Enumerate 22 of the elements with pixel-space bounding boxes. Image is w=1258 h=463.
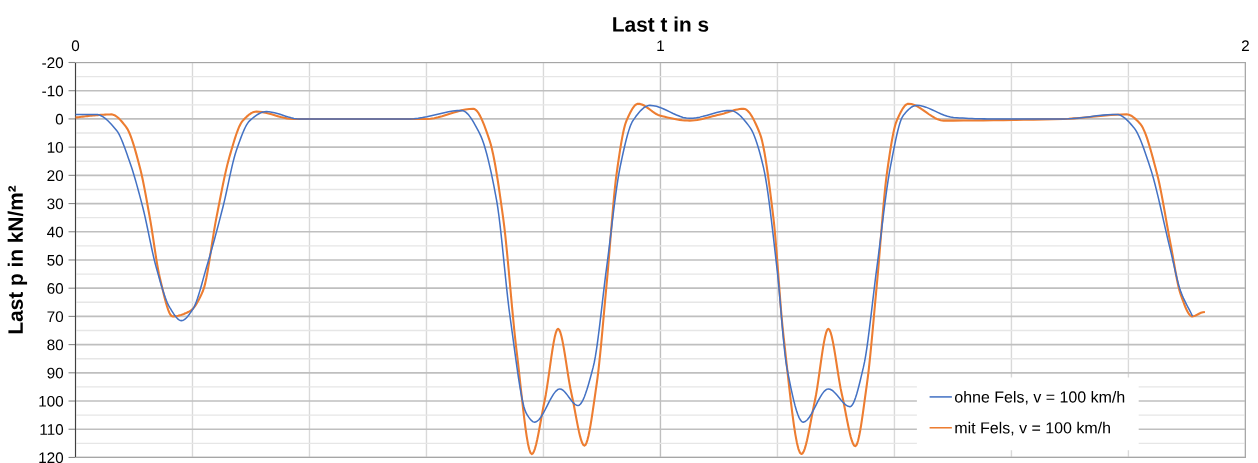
y-tick-label: 110 bbox=[40, 424, 64, 435]
x-tick-label: 2 bbox=[1241, 40, 1249, 51]
y-tick-label: 50 bbox=[47, 254, 64, 266]
y-tick-label: 80 bbox=[47, 339, 64, 351]
y-tick-label: -20 bbox=[42, 57, 64, 69]
legend-label: mit Fels, v = 100 km/h bbox=[955, 421, 1110, 436]
y-axis-title: Last p in kN/m² bbox=[7, 185, 28, 334]
x-tick-label: 1 bbox=[657, 40, 664, 51]
x-axis-title: Last t in s bbox=[613, 16, 709, 32]
y-tick-label: -10 bbox=[42, 85, 64, 97]
y-tick-label: 100 bbox=[39, 395, 64, 407]
y-tick-label: 70 bbox=[47, 311, 64, 323]
y-tick-label: 10 bbox=[47, 142, 64, 153]
legend-label: ohne Fels, v = 100 km/h bbox=[954, 390, 1125, 405]
y-tick-label: 40 bbox=[47, 226, 64, 238]
y-tick-label: 90 bbox=[47, 367, 64, 379]
y-tick-label: 20 bbox=[47, 170, 64, 182]
y-tick-label: 60 bbox=[47, 283, 64, 294]
x-tick-label: 0 bbox=[71, 40, 80, 52]
y-tick-label: 120 bbox=[39, 452, 64, 463]
y-tick-label: 30 bbox=[47, 198, 64, 210]
y-tick-label: 0 bbox=[55, 113, 64, 125]
